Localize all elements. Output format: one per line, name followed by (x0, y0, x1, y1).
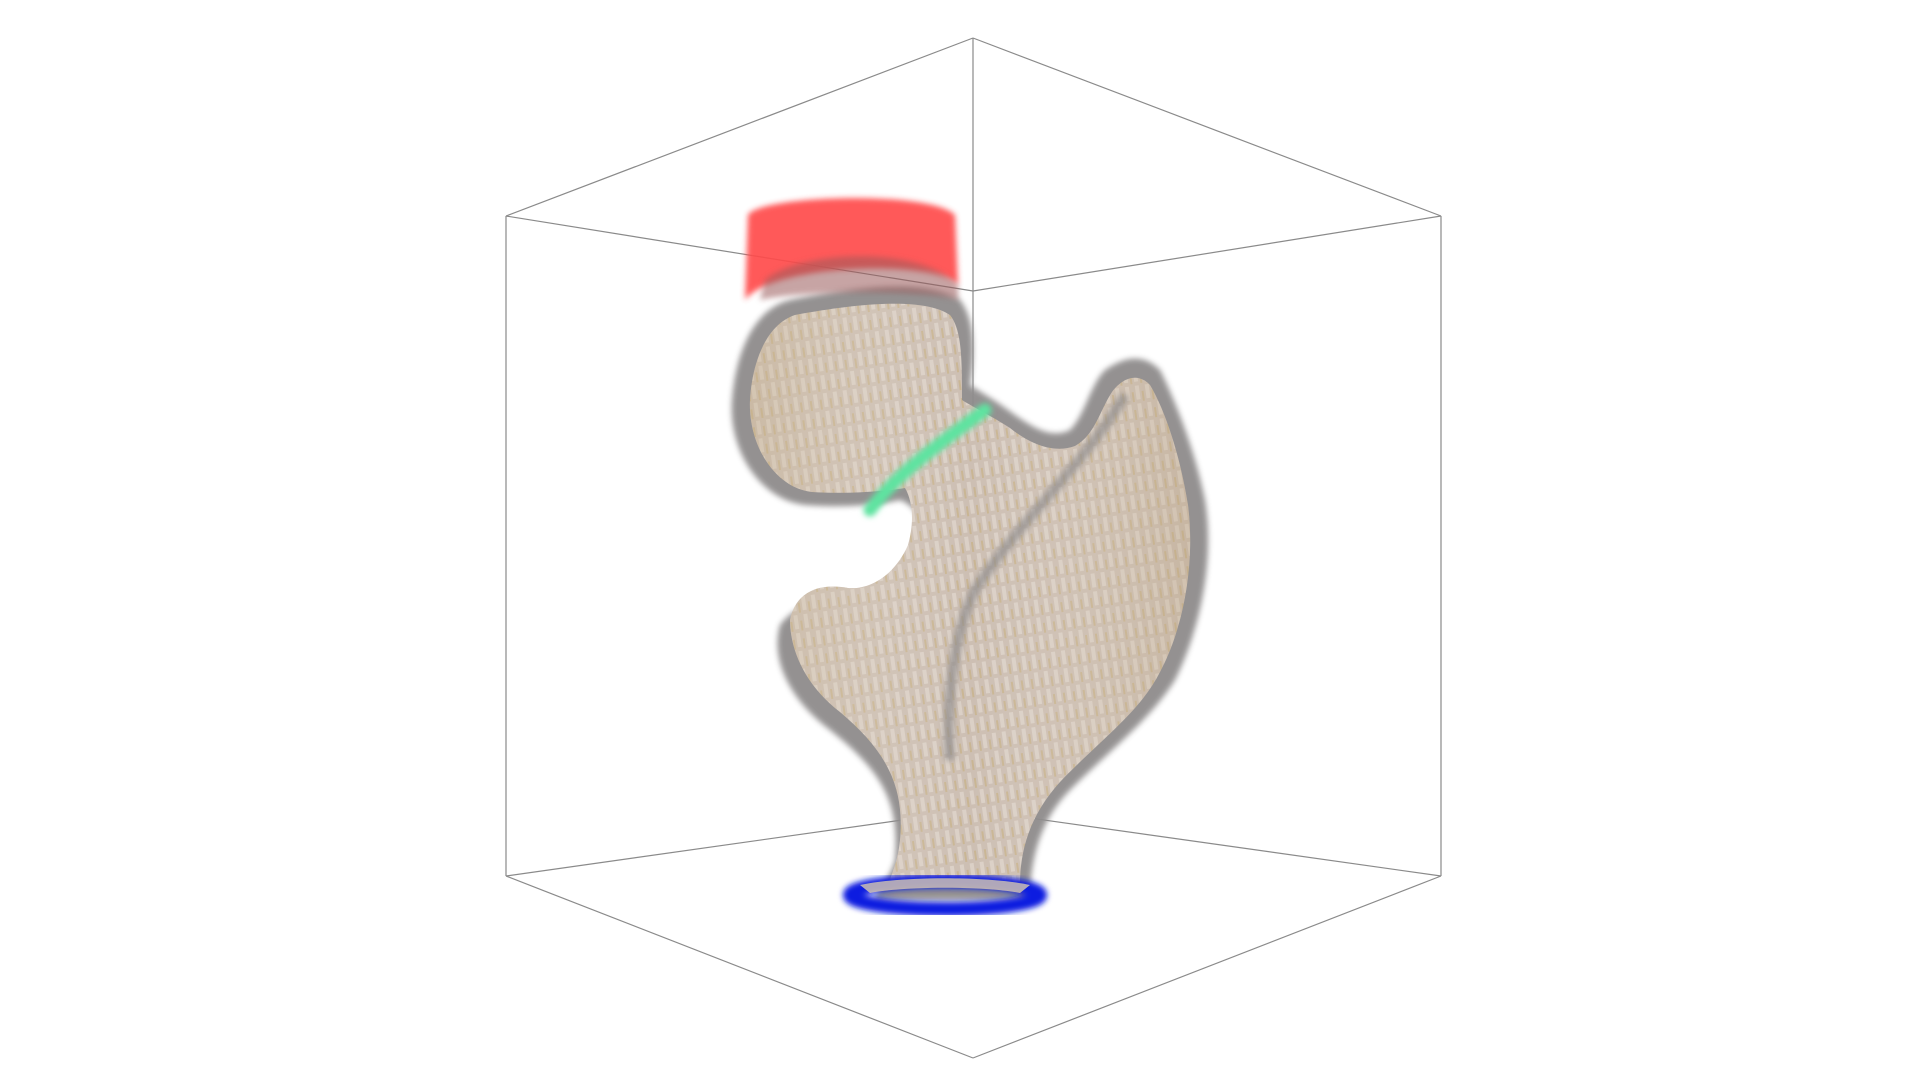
femur-ridge (943, 392, 1130, 761)
neck-ring-marker (863, 403, 992, 517)
femoral-head-marker (745, 198, 958, 300)
bbox-edge-back-right (972, 215, 1442, 292)
bbox-edge-top-left (505, 37, 974, 217)
bbox-edge-bottom-right (972, 875, 1442, 1059)
red-cap-shadow (760, 256, 958, 300)
bbox-edge-bottom-left (505, 875, 974, 1059)
blue-ring-top-mask (860, 878, 1030, 893)
bounding-box-front (505, 37, 1442, 1059)
bbox-edge-back-bottom-right (972, 809, 1442, 877)
femur-model (731, 286, 1209, 900)
bbox-edge-top-right (972, 37, 1442, 217)
shaft-base-marker (843, 874, 1047, 916)
